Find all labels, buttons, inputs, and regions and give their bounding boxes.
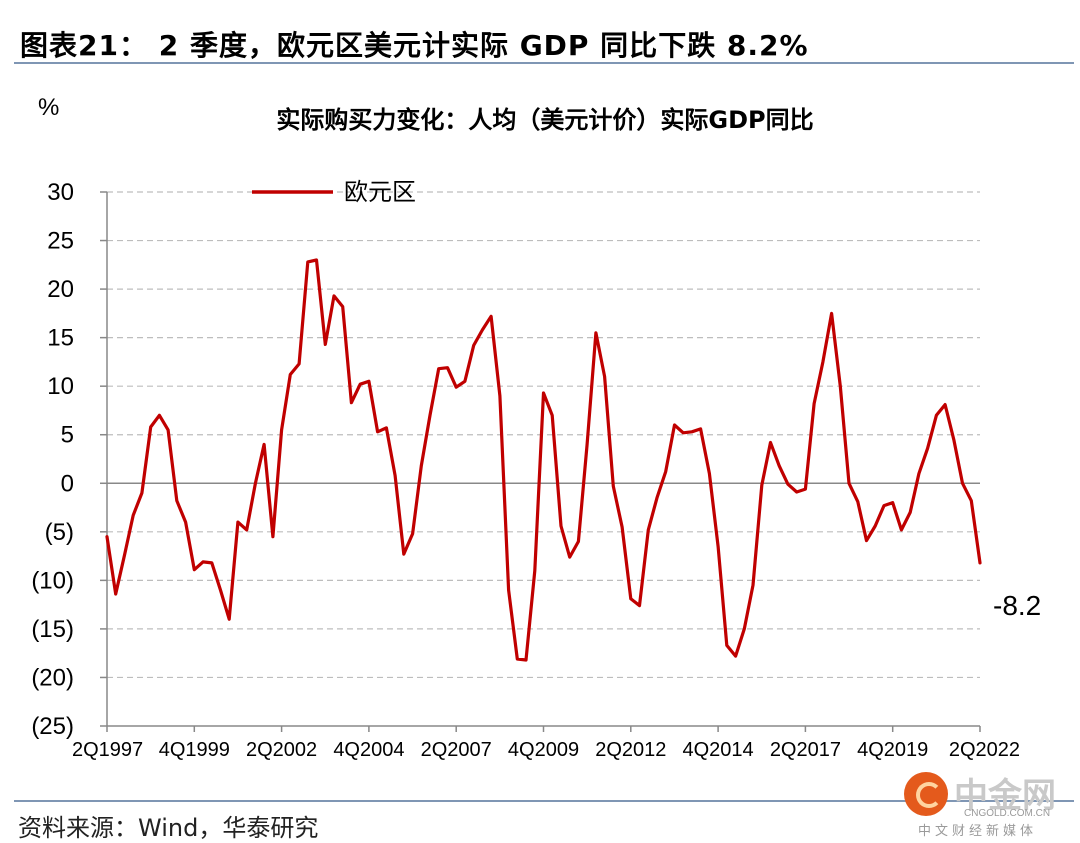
x-tick-label: 4Q1999 xyxy=(159,739,230,761)
x-tick-label: 2Q1997 xyxy=(72,739,143,761)
source-note: 资料来源：Wind，华泰研究 xyxy=(18,808,318,843)
chart-title: 实际购买力变化：人均（美元计价）实际GDP同比 xyxy=(276,106,813,134)
x-tick-label: 2Q2022 xyxy=(949,739,1020,761)
figure-title: 图表21： 2 季度，欧元区美元计实际 GDP 同比下跌 8.2% xyxy=(20,24,809,64)
x-tick-label: 4Q2004 xyxy=(333,739,404,761)
x-tick-label: 2Q2002 xyxy=(246,739,317,761)
x-tick-label: 2Q2017 xyxy=(770,739,841,761)
x-tick-label: 2Q2007 xyxy=(421,739,492,761)
last-value-label: -8.2 xyxy=(993,590,1041,621)
y-tick-label: (20) xyxy=(31,664,74,691)
watermark-url: CNGOLD.COM.CN xyxy=(964,808,1050,819)
gridlines xyxy=(107,192,980,677)
chart-container: % 实际购买力变化：人均（美元计价）实际GDP同比 30 25 20 15 10 5 0 (5… xyxy=(0,70,1080,780)
series-line-eurozone xyxy=(107,260,980,660)
line-chart: % 实际购买力变化：人均（美元计价）实际GDP同比 30 25 20 15 10 5 0 (5… xyxy=(0,70,1080,780)
y-tick-label: 15 xyxy=(47,325,74,352)
y-axis-unit-label: % xyxy=(38,94,59,121)
x-tick-label: 2Q2012 xyxy=(595,739,666,761)
y-tick-label: 5 xyxy=(61,422,74,449)
y-tick-label: (5) xyxy=(45,519,74,546)
y-tick-label: 0 xyxy=(61,470,74,497)
title-divider xyxy=(14,62,1074,64)
y-tick-label: (10) xyxy=(31,567,74,594)
legend: 欧元区 xyxy=(252,178,416,206)
y-tick-label: 20 xyxy=(47,276,74,303)
x-tick-label: 4Q2009 xyxy=(508,739,579,761)
legend-label-eurozone: 欧元区 xyxy=(344,178,416,206)
y-tick-label: (15) xyxy=(31,616,74,643)
y-tick-label: 30 xyxy=(47,179,74,206)
watermark: 中金网 CNGOLD.COM.CN 中文财经新媒体 xyxy=(904,768,1074,836)
watermark-tagline: 中文财经新媒体 xyxy=(918,820,1037,839)
y-tick-label: 25 xyxy=(47,228,74,255)
x-tick-label: 4Q2014 xyxy=(683,739,754,761)
x-axis-ticks: 2Q1997 4Q1999 2Q2002 4Q2004 2Q2007 4Q2009 2Q20… xyxy=(72,726,1020,761)
y-tick-label: 10 xyxy=(47,373,74,400)
x-tick-label: 4Q2019 xyxy=(857,739,928,761)
watermark-logo-icon xyxy=(904,772,948,816)
title-bar: 图表21： 2 季度，欧元区美元计实际 GDP 同比下跌 8.2% xyxy=(14,18,1074,62)
y-tick-label: (25) xyxy=(31,713,74,740)
y-axis-ticks: 30 25 20 15 10 5 0 (5) (10) (15) (20) (25) xyxy=(31,179,107,740)
series-points xyxy=(107,260,980,660)
